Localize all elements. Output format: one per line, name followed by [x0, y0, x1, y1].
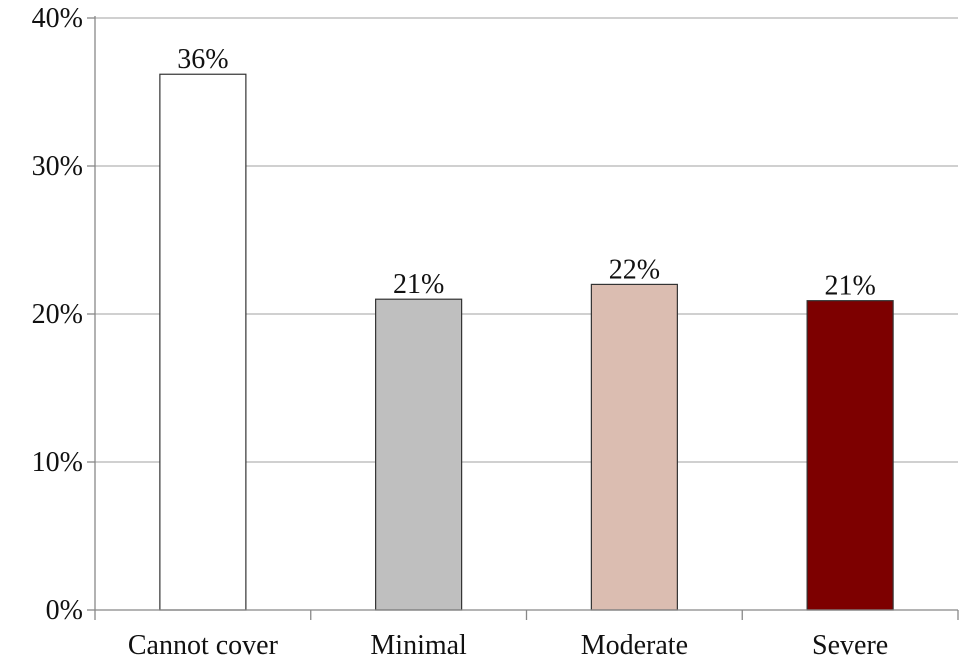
- axes: [87, 16, 959, 620]
- bar: [375, 298, 463, 611]
- labels: 0% 10% 20% 30% 40% 36% Cannot cover 21% Minimal 2…: [32, 3, 889, 661]
- y-tick-label: 10%: [32, 447, 83, 478]
- data-label: 21%: [824, 271, 875, 302]
- x-category-label: Minimal: [370, 630, 467, 661]
- x-category-label: Severe: [812, 630, 888, 661]
- y-tick-label: 30%: [32, 151, 83, 182]
- bar: [159, 73, 247, 611]
- data-label: 22%: [609, 254, 660, 285]
- x-category-label: Moderate: [581, 630, 688, 661]
- y-tick-label: 20%: [32, 299, 83, 330]
- bars: [159, 73, 894, 611]
- data-label: 36%: [177, 44, 228, 75]
- data-label: 21%: [393, 269, 444, 300]
- y-tick-label: 0%: [46, 595, 83, 626]
- x-category-label: Cannot cover: [128, 630, 279, 661]
- bar: [590, 283, 678, 611]
- y-tick-label: 40%: [32, 3, 83, 34]
- bar: [806, 300, 894, 611]
